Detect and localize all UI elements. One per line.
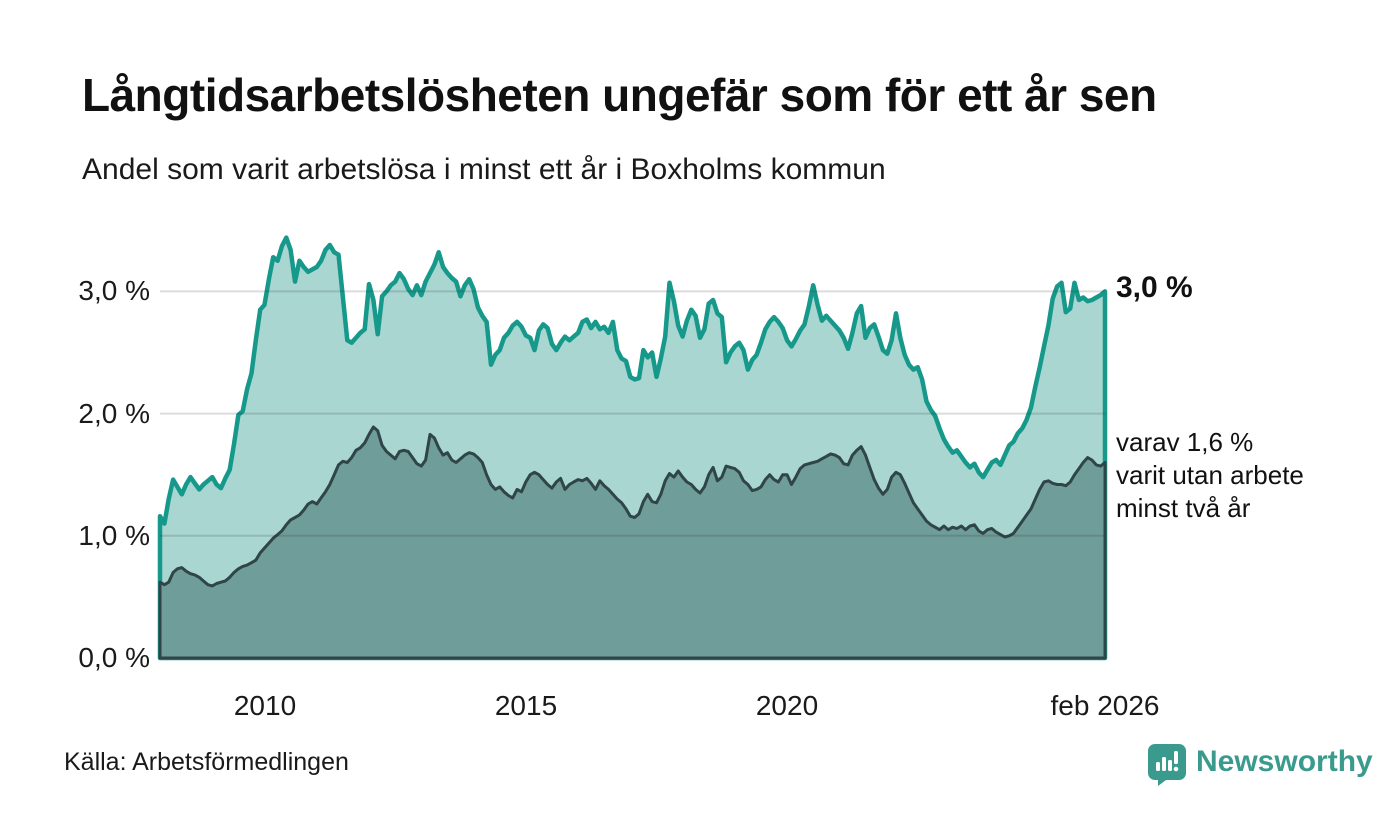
newsworthy-speech-bubble-chart-icon <box>1147 742 1187 791</box>
x-axis-label-2020: 2020 <box>755 690 819 721</box>
y-axis-label-1: 1,0 % <box>78 519 150 551</box>
x-axis-label-2010: 2010 <box>233 690 297 721</box>
source-attribution: Källa: Arbetsförmedlingen <box>64 748 349 776</box>
page-title: Långtidsarbetslösheten ungefär som för e… <box>82 69 1157 121</box>
newsworthy-logo[interactable]: Newsworthy <box>1147 742 1373 791</box>
end-value-label-secondary: varav 1,6 % varit utan arbete minst två … <box>1116 426 1304 525</box>
newsworthy-logo-text: Newsworthy <box>1196 745 1373 778</box>
y-axis-label-0: 0,0 % <box>78 642 150 673</box>
y-axis-label-2: 2,0 % <box>78 397 150 429</box>
area-unemployed-min-2yr <box>158 425 1107 660</box>
x-axis-label-feb-2026: feb 2026 <box>1050 690 1160 721</box>
end-value-label-total: 3,0 % <box>1116 271 1193 304</box>
chart-subtitle: Andel som varit arbetslösa i minst ett å… <box>82 153 886 186</box>
x-axis-label-2015: 2015 <box>494 690 558 721</box>
secondary-label-line3: minst två år <box>1116 493 1251 523</box>
y-axis-label-3: 3,0 % <box>78 275 150 307</box>
secondary-label-line2: varit utan arbete <box>1116 460 1304 490</box>
secondary-label-line1: varav 1,6 % <box>1116 427 1254 457</box>
